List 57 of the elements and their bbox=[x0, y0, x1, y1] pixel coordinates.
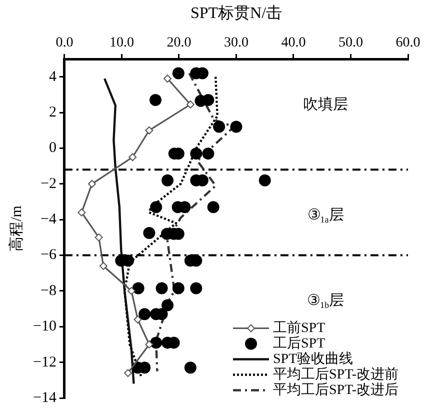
point bbox=[162, 299, 174, 312]
y-tick-label: 0 bbox=[48, 140, 56, 156]
point bbox=[202, 94, 214, 106]
x-tick-label: 0.0 bbox=[56, 35, 74, 50]
point bbox=[132, 282, 144, 294]
point bbox=[213, 120, 226, 133]
point bbox=[207, 201, 220, 214]
y-tick-label: 2 bbox=[48, 104, 56, 120]
x-tick-label: 20.0 bbox=[166, 35, 192, 50]
point bbox=[150, 336, 162, 349]
point bbox=[190, 282, 202, 294]
y-tick-label: −4 bbox=[40, 212, 57, 228]
point bbox=[88, 180, 96, 188]
point bbox=[258, 174, 271, 186]
legend-label: 平均工后SPT-改进前 bbox=[273, 366, 399, 382]
y-tick-label: −6 bbox=[40, 247, 57, 264]
point bbox=[145, 126, 154, 134]
y-tick-label: −12 bbox=[32, 354, 56, 370]
x-tick-label: 50.0 bbox=[338, 35, 363, 50]
point bbox=[150, 94, 162, 106]
x-axis-title: SPT标贯N/击 bbox=[190, 4, 282, 22]
point bbox=[164, 74, 172, 83]
legend-label: 平均工后SPT-改进后 bbox=[273, 382, 399, 398]
legend-label: 工前SPT bbox=[273, 320, 326, 336]
x-tick-label: 10.0 bbox=[109, 35, 134, 50]
y-tick-label: −10 bbox=[32, 318, 56, 335]
x-tick-label: 40.0 bbox=[281, 35, 306, 50]
x-tick-label: 60.0 bbox=[396, 35, 420, 50]
point bbox=[172, 67, 184, 80]
y-axis-title: 高程/m bbox=[8, 205, 25, 252]
y-tick-label: 4 bbox=[48, 68, 57, 85]
point bbox=[190, 148, 202, 160]
point bbox=[172, 282, 184, 294]
point bbox=[124, 369, 132, 378]
y-tick-label: −2 bbox=[40, 176, 56, 192]
legend-label: SPT验收曲线 bbox=[273, 350, 354, 367]
point bbox=[186, 100, 194, 108]
point bbox=[150, 201, 162, 214]
point bbox=[94, 233, 103, 242]
annotation: 吹填层 bbox=[303, 96, 348, 113]
point bbox=[78, 208, 86, 216]
point bbox=[138, 308, 151, 320]
point bbox=[145, 340, 154, 348]
point bbox=[99, 262, 108, 270]
y-tick-label: −8 bbox=[40, 282, 56, 299]
x-tick-label: 30.0 bbox=[224, 35, 248, 50]
point bbox=[156, 282, 168, 294]
point bbox=[162, 174, 174, 186]
point bbox=[127, 286, 136, 295]
point bbox=[202, 148, 214, 160]
point bbox=[143, 226, 156, 239]
point bbox=[128, 153, 137, 162]
legend-label: 工后SPT bbox=[273, 335, 326, 352]
y-tick-label: −14 bbox=[32, 390, 57, 406]
point bbox=[134, 315, 142, 324]
point bbox=[184, 362, 196, 374]
point bbox=[230, 120, 242, 133]
